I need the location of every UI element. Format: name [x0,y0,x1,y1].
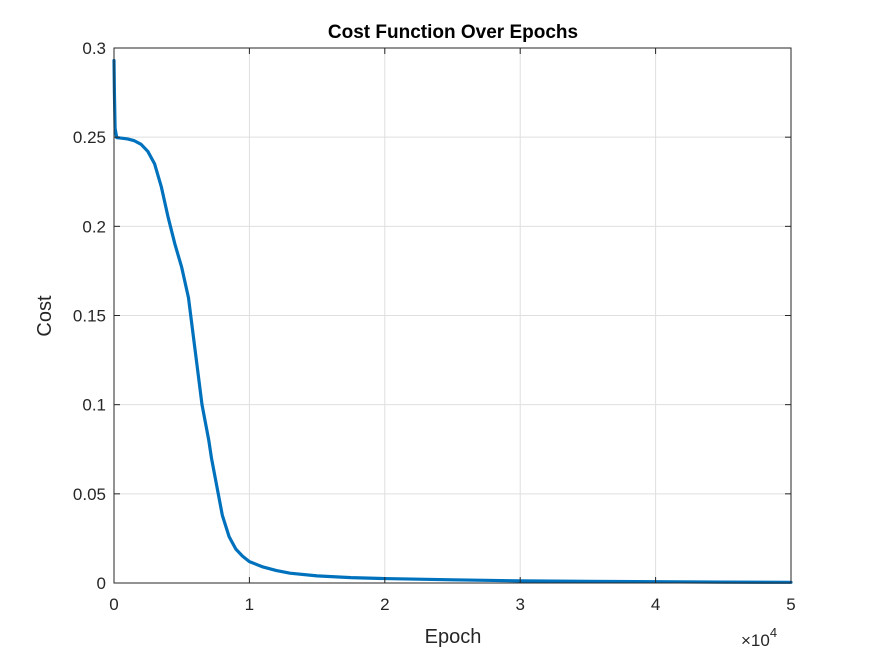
y-tick-label: 0.05 [73,485,106,504]
y-tick-label: 0 [97,574,106,593]
x-tick-label: 3 [515,595,524,614]
chart-title: Cost Function Over Epochs [328,22,578,43]
x-tick-marks [113,48,792,583]
x-tick-label: 2 [380,595,389,614]
x-tick-label: 0 [109,595,118,614]
cost-series-line [112,58,793,584]
y-gridlines [114,136,791,495]
x-exponent-base: ×10 [741,631,770,650]
y-axis-label: Cost [34,295,56,337]
x-axis-label: Epoch [425,626,482,648]
x-tick-label: 5 [786,595,795,614]
x-axis-exponent: ×104 [741,625,777,650]
y-tick-label: 0.25 [73,128,106,147]
y-tick-marks [114,47,791,584]
y-tick-label: 0.1 [82,396,106,415]
y-tick-label: 0.3 [82,39,106,58]
y-tick-label: 0.15 [73,307,106,326]
x-exponent-power: 4 [770,625,777,640]
y-tick-labels: 0 0.05 0.1 0.15 0.2 0.25 0.3 [73,39,106,593]
x-tick-label: 4 [651,595,660,614]
series-layer [112,58,793,584]
x-tick-label: 1 [245,595,254,614]
y-tick-label: 0.2 [82,217,106,236]
x-tick-labels: 0 1 2 3 4 5 [109,595,795,614]
